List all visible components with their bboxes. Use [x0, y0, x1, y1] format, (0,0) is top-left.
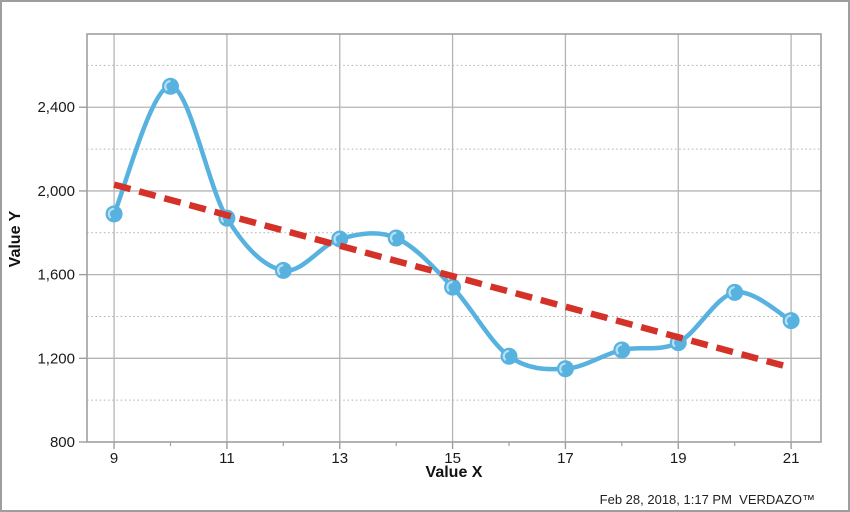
marker-highlight — [446, 280, 453, 292]
timestamp-brand-label: Feb 28, 2018, 1:17 PM VERDAZO™ — [599, 492, 815, 507]
marker-highlight — [164, 80, 171, 91]
x-tick-label: 13 — [331, 450, 348, 467]
trend-line — [113, 181, 792, 371]
y-tick-label: 1,600 — [37, 267, 75, 284]
x-axis-title: Value X — [425, 464, 483, 481]
marker-highlight — [107, 207, 115, 219]
marker-highlight — [728, 286, 735, 297]
marker-highlight — [615, 343, 623, 355]
y-tick-label: 2,000 — [37, 183, 75, 200]
y-tick-label: 800 — [50, 434, 75, 451]
marker-highlight — [333, 232, 340, 244]
marker-highlight — [277, 264, 284, 275]
x-tick-label: 21 — [783, 450, 800, 467]
x-tick-label: 11 — [219, 450, 235, 467]
marker-highlight — [559, 362, 566, 374]
marker-highlight — [502, 349, 510, 361]
marker-highlight — [389, 231, 397, 243]
y-axis-title: Value Y — [7, 210, 24, 268]
x-tick-label: 9 — [110, 450, 118, 467]
x-tick-label: 15 — [444, 450, 461, 467]
y-tick-label: 2,400 — [37, 99, 75, 116]
x-tick-label: 17 — [557, 450, 574, 467]
marker-highlight — [784, 314, 792, 326]
y-tick-label: 1,200 — [37, 350, 75, 367]
plot-area-border — [86, 33, 822, 443]
x-tick-label: 19 — [670, 450, 687, 467]
